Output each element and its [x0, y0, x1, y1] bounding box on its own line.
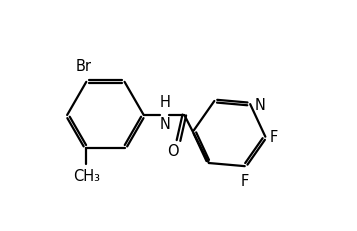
Text: CH₃: CH₃ — [73, 168, 100, 183]
Text: H: H — [159, 95, 170, 110]
Text: F: F — [241, 173, 249, 188]
Text: O: O — [167, 143, 178, 158]
Text: N: N — [159, 117, 170, 132]
Text: F: F — [270, 130, 278, 145]
Text: Br: Br — [76, 58, 92, 73]
Text: N: N — [255, 97, 266, 112]
